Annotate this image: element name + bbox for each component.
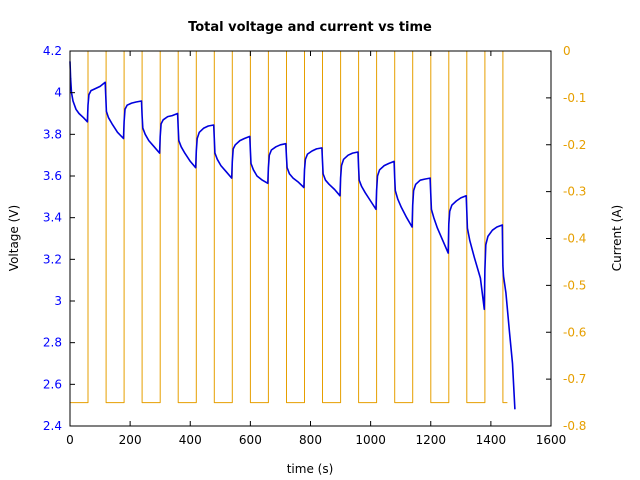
y2-tick-label: -0.4 xyxy=(563,232,586,246)
y2-axis-label: Current (A) xyxy=(610,205,624,271)
x-tick-label: 0 xyxy=(66,433,74,447)
y2-tick-label: -0.5 xyxy=(563,278,586,292)
y-tick-label: 3.2 xyxy=(43,252,62,266)
x-tick-label: 1400 xyxy=(476,433,507,447)
x-tick-label: 1600 xyxy=(536,433,567,447)
y-tick-label: 2.8 xyxy=(43,336,62,350)
x-tick-label: 600 xyxy=(239,433,262,447)
x-tick-label: 1200 xyxy=(415,433,446,447)
y2-tick-label: 0 xyxy=(563,44,571,58)
x-axis-label: time (s) xyxy=(287,462,334,476)
axis-ticks: 0 200 400 600 800 1000 1200 1400 1600 2.4 2.6 2.8 3 3… xyxy=(43,44,587,447)
y2-tick-label: -0.8 xyxy=(563,419,586,433)
plot-area xyxy=(69,50,516,410)
x-tick-label: 200 xyxy=(119,433,142,447)
voltage-series-line xyxy=(69,61,516,410)
y-tick-label: 3.4 xyxy=(43,211,62,225)
y2-tick-label: -0.3 xyxy=(563,185,586,199)
x-tick-label: 800 xyxy=(299,433,322,447)
y-tick-label: 4.2 xyxy=(43,44,62,58)
y2-tick-label: -0.7 xyxy=(563,372,586,386)
y2-tick-label: -0.2 xyxy=(563,138,586,152)
y-tick-label: 2.4 xyxy=(43,419,62,433)
y2-tick-label: -0.1 xyxy=(563,91,586,105)
x-tick-label: 1000 xyxy=(355,433,386,447)
y-tick-label: 3.8 xyxy=(43,127,62,141)
y-tick-label: 3.6 xyxy=(43,169,62,183)
y-tick-label: 3 xyxy=(54,294,62,308)
x-tick-label: 400 xyxy=(179,433,202,447)
y-tick-label: 4 xyxy=(54,86,62,100)
y2-tick-label: -0.6 xyxy=(563,325,586,339)
chart-title: Total voltage and current vs time xyxy=(188,20,432,35)
y-tick-label: 2.6 xyxy=(43,377,62,391)
y-axis-label: Voltage (V) xyxy=(7,205,21,271)
current-series-line xyxy=(70,50,508,404)
